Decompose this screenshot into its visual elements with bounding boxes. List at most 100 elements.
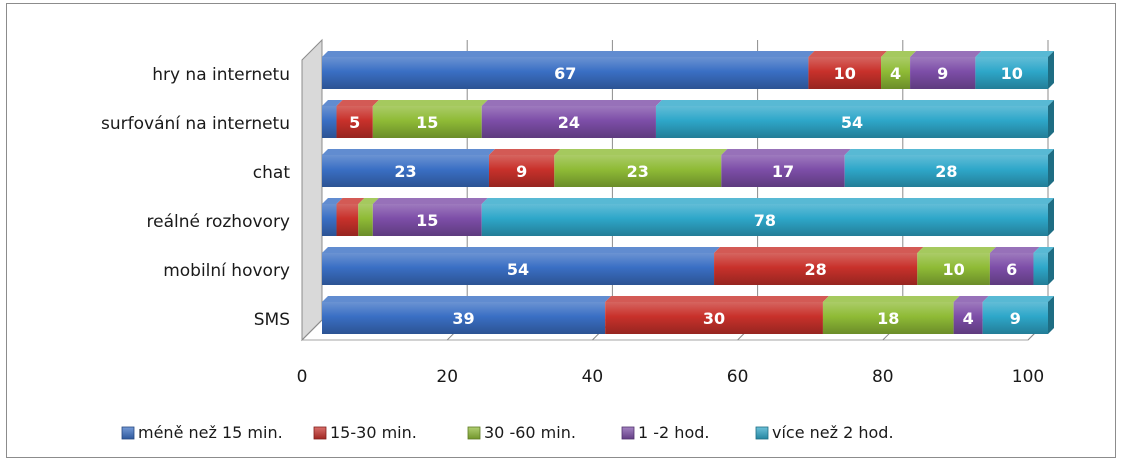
legend-label: 15-30 min. <box>330 423 417 442</box>
bar-top <box>322 296 612 302</box>
bar-segment <box>358 204 373 236</box>
bar-segment <box>322 302 606 334</box>
bar-top <box>721 149 851 155</box>
bar-top <box>982 296 1054 302</box>
category-label: surfování na internetu <box>101 114 290 134</box>
legend-item: 15-30 min. <box>313 423 417 442</box>
bar-segment <box>322 57 809 89</box>
bar-top <box>481 100 662 106</box>
legend-label: méně než 15 min. <box>138 423 283 442</box>
data-label: 39 <box>452 309 474 328</box>
data-label: 9 <box>1010 309 1021 328</box>
bar-segment <box>655 106 1048 138</box>
bar-top <box>714 247 924 253</box>
data-label: 9 <box>937 64 948 83</box>
bar-top <box>605 296 829 302</box>
data-label: 67 <box>554 64 576 83</box>
bar-segment <box>808 57 882 89</box>
category-label: hry na internetu <box>152 65 290 85</box>
bar-top <box>655 100 1054 106</box>
bar-top <box>554 149 728 155</box>
data-label: 15 <box>416 211 438 230</box>
bar-row: 23 9 23 17 28 <box>322 149 1054 187</box>
data-label: 30 <box>703 309 725 328</box>
bar-row: 5 15 24 54 <box>322 100 1054 138</box>
legend-label: 1 -2 hod. <box>638 423 709 442</box>
bar-top <box>322 149 495 155</box>
bar-segment <box>336 106 373 138</box>
data-label: 28 <box>935 162 957 181</box>
data-label: 10 <box>834 64 856 83</box>
data-label: 54 <box>841 113 863 132</box>
legend-item: méně než 15 min. <box>121 423 283 442</box>
bar-row: 39 30 18 4 9 <box>322 296 1054 334</box>
side-wall <box>301 38 323 342</box>
bar-top <box>336 100 379 106</box>
bar-segment <box>721 155 845 187</box>
bar-segment <box>910 57 976 89</box>
bar-top <box>808 51 888 57</box>
data-label: 4 <box>963 309 974 328</box>
data-label: 5 <box>349 113 360 132</box>
bar-segment <box>481 106 656 138</box>
category-label: chat <box>253 163 291 183</box>
bar-end-cap <box>1048 296 1054 334</box>
bar-row: 15 78 <box>322 198 1055 236</box>
legend-item: 1 -2 hod. <box>621 423 709 442</box>
data-label: 54 <box>507 260 529 279</box>
x-tick-label: 0 <box>297 367 308 387</box>
bar-top <box>322 198 343 204</box>
data-label: 15 <box>416 113 438 132</box>
legend-label: 30 -60 min. <box>484 423 576 442</box>
data-label: 18 <box>877 309 899 328</box>
legend-swatch <box>621 426 635 440</box>
bar-segment <box>605 302 823 334</box>
category-label: mobilní hovory <box>163 261 290 281</box>
x-tick-label: 20 <box>436 367 458 387</box>
x-tick-label: 80 <box>872 367 894 387</box>
bar-segment <box>372 106 482 138</box>
category-labels: hry na internetu surfování na internetu ch… <box>101 65 290 330</box>
bar-segment <box>917 253 990 285</box>
data-label: 17 <box>772 162 794 181</box>
bar-top <box>322 51 815 57</box>
bar-top <box>358 198 379 204</box>
bar-segment <box>714 253 918 285</box>
bar-segment <box>975 57 1048 89</box>
data-label: 24 <box>558 113 580 132</box>
bar-top <box>372 198 488 204</box>
legend-item: více než 2 hod. <box>755 423 894 442</box>
bar-top <box>975 51 1054 57</box>
bar-end-cap <box>1048 51 1054 89</box>
bar-top <box>336 198 365 204</box>
bar-top <box>989 247 1040 253</box>
data-label: 10 <box>1001 64 1023 83</box>
bar-segment <box>844 155 1048 187</box>
category-label: reálné rozhovory <box>147 212 290 232</box>
bar-top <box>917 247 996 253</box>
bar-top <box>488 149 561 155</box>
bar-top <box>844 149 1054 155</box>
data-label: 23 <box>627 162 649 181</box>
x-tick-label: 100 <box>1012 367 1044 387</box>
bar-top <box>822 296 960 302</box>
bar-end-cap <box>1048 247 1054 285</box>
bar-segment <box>336 204 359 236</box>
x-tick-labels: 0 20 40 60 80 100 <box>297 367 1045 387</box>
bar-segment <box>481 204 1049 236</box>
x-tick-label: 40 <box>582 367 604 387</box>
legend-swatch <box>121 426 135 440</box>
bar-top <box>953 296 989 302</box>
legend-label: více než 2 hod. <box>772 423 894 442</box>
bar-segment <box>488 155 555 187</box>
legend-swatch <box>755 426 769 440</box>
bar-segment <box>372 204 482 236</box>
bar-row: 54 28 10 6 <box>322 247 1054 285</box>
bar-segment <box>322 155 489 187</box>
data-label: 4 <box>890 64 901 83</box>
legend-swatch <box>467 426 481 440</box>
bar-segment <box>989 253 1034 285</box>
data-label: 10 <box>942 260 964 279</box>
